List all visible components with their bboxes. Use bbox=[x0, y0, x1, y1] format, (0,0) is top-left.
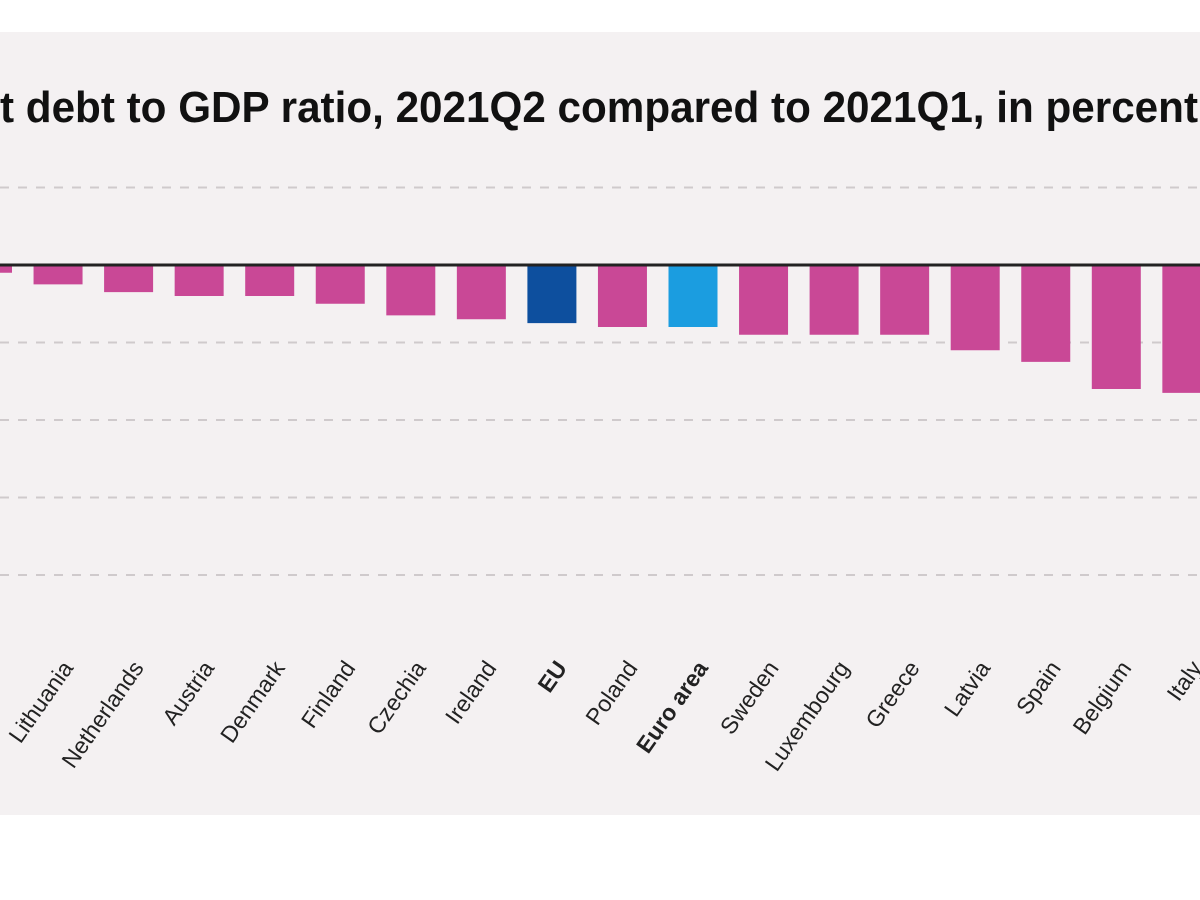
bar bbox=[315, 265, 365, 304]
bar bbox=[174, 265, 224, 296]
bar bbox=[809, 265, 859, 335]
bar bbox=[456, 265, 506, 320]
bar bbox=[245, 265, 295, 296]
gridlines bbox=[0, 186, 1200, 576]
bar bbox=[1021, 265, 1071, 362]
bar bbox=[597, 265, 647, 327]
bars bbox=[0, 265, 1200, 393]
bar bbox=[386, 265, 436, 316]
bar bbox=[33, 265, 83, 285]
bar bbox=[527, 265, 577, 324]
bar bbox=[950, 265, 1000, 351]
bar bbox=[1162, 265, 1200, 393]
plot-background bbox=[0, 32, 1200, 815]
bar bbox=[668, 265, 718, 327]
bar bbox=[1091, 265, 1141, 389]
bar bbox=[739, 265, 789, 335]
bar bbox=[0, 265, 12, 273]
bar bbox=[104, 265, 154, 293]
bar bbox=[880, 265, 930, 335]
chart-title: t debt to GDP ratio, 2021Q2 compared to … bbox=[0, 83, 1198, 132]
